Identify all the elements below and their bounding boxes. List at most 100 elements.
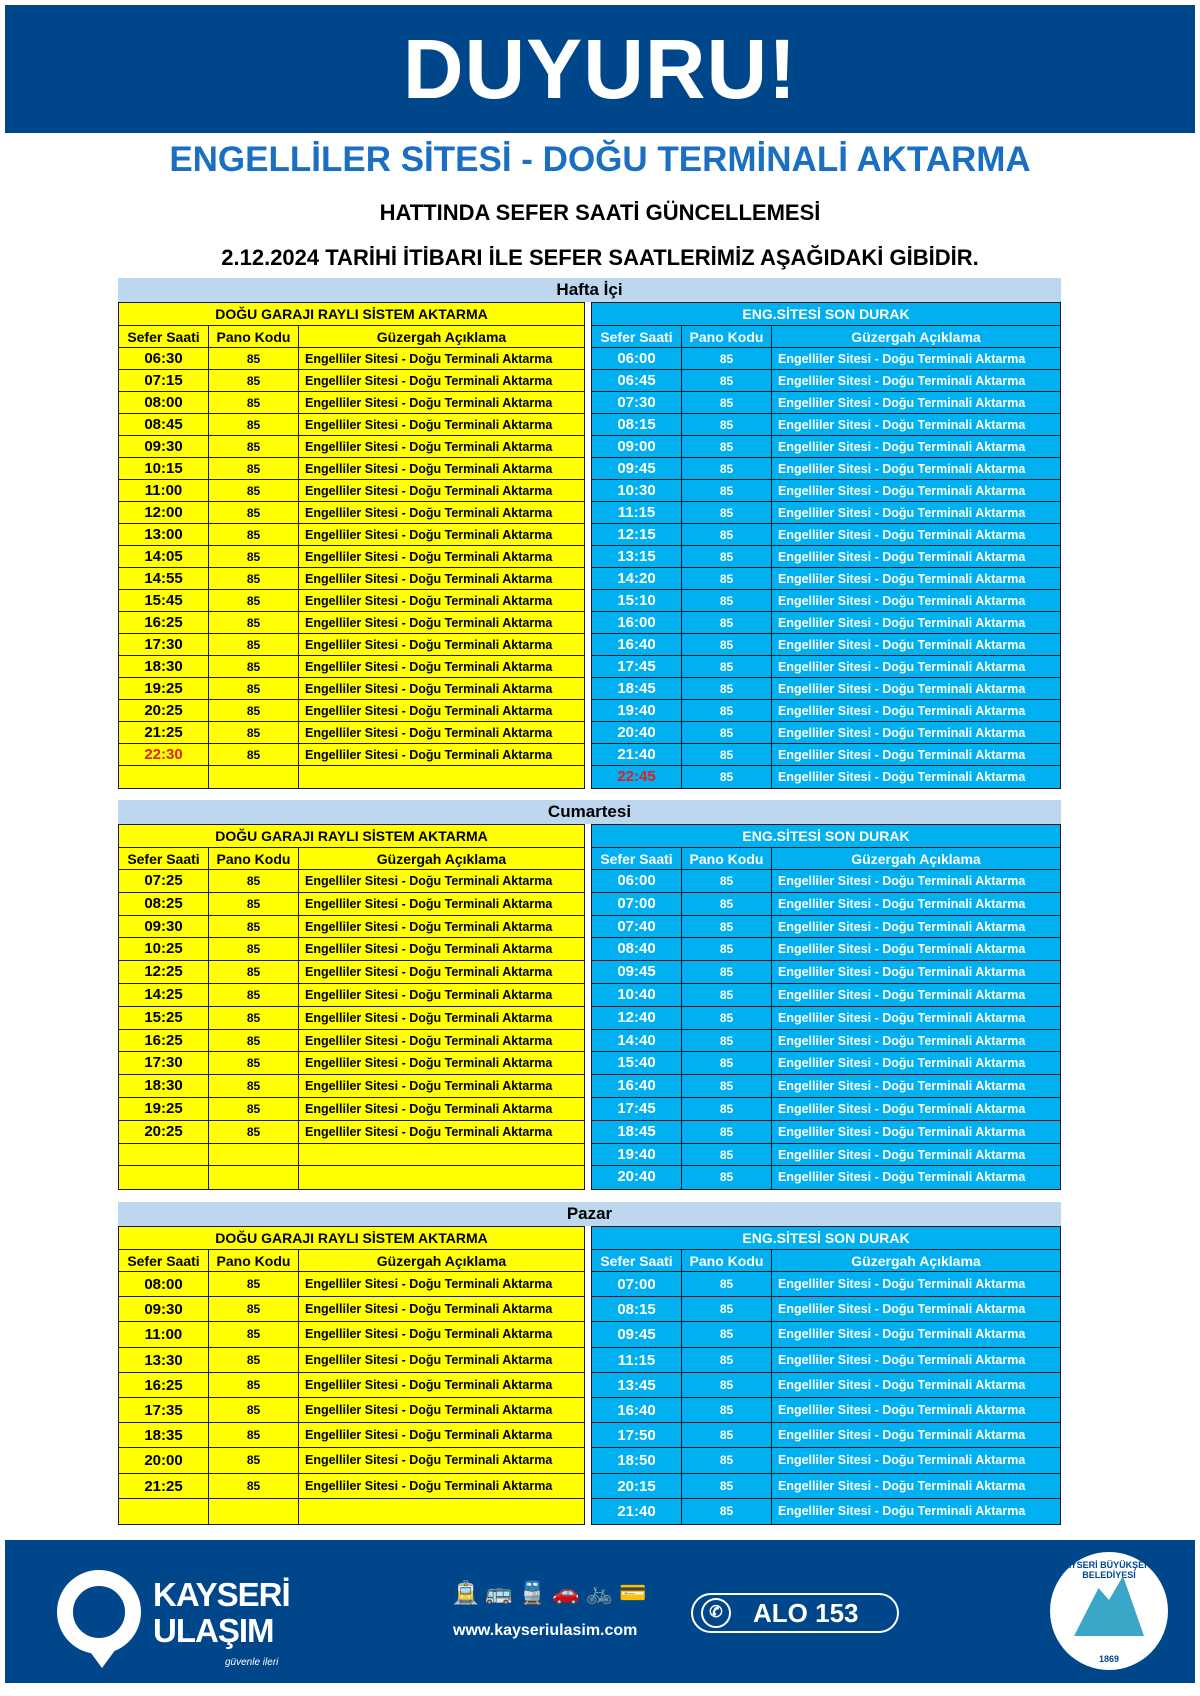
table-row: 08:25 85 Engelliler Sitesi - Doğu Terminal…: [119, 892, 584, 916]
col-header-time: Sefer Saati: [119, 1250, 209, 1271]
route-description: Engelliler Sitesi - Doğu Terminali Aktar…: [778, 987, 1026, 1002]
table-group-title: ENG.SİTESİ SON DURAK: [592, 1227, 1060, 1250]
table-row: [119, 1143, 584, 1167]
table-row: 09:00 85 Engelliler Sitesi - Doğu Terminal…: [592, 436, 1060, 458]
table-row: 17:30 85 Engelliler Sitesi - Doğu Terminal…: [119, 634, 584, 656]
route-description: Engelliler Sitesi - Doğu Terminali Aktar…: [305, 1010, 553, 1025]
route-description: Engelliler Sitesi - Doğu Terminali Aktar…: [778, 1101, 1026, 1116]
departure-time: 19:25: [119, 678, 209, 699]
departure-time: 10:25: [119, 938, 209, 961]
table-row: 08:00 85 Engelliler Sitesi - Doğu Terminal…: [119, 392, 584, 414]
hotline-text: ALO 153: [753, 1598, 859, 1628]
table-group-title: DOĞU GARAJI RAYLI SİSTEM AKTARMA: [119, 303, 584, 326]
route-code: 85: [209, 938, 299, 961]
col-header-time: Sefer Saati: [119, 326, 209, 347]
route-code: 85: [209, 1448, 299, 1473]
route-code: 85: [682, 414, 772, 435]
route-description: Engelliler Sitesi - Doğu Terminali Aktar…: [305, 942, 553, 957]
route-description: Engelliler Sitesi - Doğu Terminali Aktar…: [778, 942, 1026, 957]
route-code: 85: [682, 766, 772, 788]
departure-time: 10:30: [592, 480, 682, 501]
table-row: 16:40 85 Engelliler Sitesi - Doğu Terminal…: [592, 1075, 1060, 1098]
route-description: Engelliler Sitesi - Doğu Terminali Aktar…: [305, 1352, 553, 1367]
section-saturday: Cumartesi DOĞU GARAJI RAYLI SİSTEM AKTARM…: [118, 800, 1061, 1191]
route-code: 85: [209, 892, 299, 915]
route-description: Engelliler Sitesi - Doğu Terminali Aktar…: [778, 1056, 1026, 1071]
route-code: [209, 1166, 299, 1190]
departure-time: 15:45: [119, 590, 209, 611]
route-code: [209, 1143, 299, 1166]
route-description: Engelliler Sitesi - Doğu Terminali Aktar…: [778, 572, 1026, 586]
departure-time: 06:30: [119, 348, 209, 369]
column-header-row: Sefer Saati Pano Kodu Güzergah Açıklama: [119, 1250, 584, 1272]
table-row: 18:45 85 Engelliler Sitesi - Doğu Terminal…: [592, 1120, 1060, 1144]
table-row: 08:00 85 Engelliler Sitesi - Doğu Terminal…: [119, 1272, 584, 1298]
hotline-badge[interactable]: ✆ ALO 153: [691, 1593, 899, 1633]
route-description: Engelliler Sitesi - Doğu Terminali Aktar…: [778, 1124, 1026, 1139]
table-row: 17:35 85 Engelliler Sitesi - Doğu Terminal…: [119, 1397, 584, 1424]
route-description: Engelliler Sitesi - Doğu Terminali Aktar…: [778, 1170, 1026, 1185]
mountain-icon: [1074, 1576, 1144, 1636]
departure-time: 16:40: [592, 1397, 682, 1423]
route-description: Engelliler Sitesi - Doğu Terminali Aktar…: [778, 1402, 1026, 1417]
table-row: 21:25 85 Engelliler Sitesi - Doğu Terminal…: [119, 1473, 584, 1499]
route-description: Engelliler Sitesi - Doğu Terminali Aktar…: [305, 572, 553, 586]
departure-time: 08:40: [592, 938, 682, 961]
departure-time: 06:00: [592, 870, 682, 892]
departure-time: 17:30: [119, 1052, 209, 1075]
route-description: Engelliler Sitesi - Doğu Terminali Aktar…: [778, 704, 1026, 718]
route-code: 85: [682, 370, 772, 391]
route-code: 85: [209, 1272, 299, 1297]
route-description: Engelliler Sitesi - Doğu Terminali Aktar…: [305, 1101, 553, 1116]
table-row: 09:45 85 Engelliler Sitesi - Doğu Terminal…: [592, 458, 1060, 480]
route-code: 85: [682, 590, 772, 611]
route-code: 85: [682, 480, 772, 501]
table-row: 15:25 85 Engelliler Sitesi - Doğu Terminal…: [119, 1006, 584, 1030]
schedule-table-right: ENG.SİTESİ SON DURAK Sefer Saati Pano Kodu…: [591, 302, 1061, 789]
route-code: 85: [209, 678, 299, 699]
departure-time: 17:35: [119, 1397, 209, 1423]
table-group-title: ENG.SİTESİ SON DURAK: [592, 303, 1060, 326]
route-description: Engelliler Sitesi - Doğu Terminali Aktar…: [778, 965, 1026, 980]
departure-time: 09:30: [119, 436, 209, 457]
route-description: Engelliler Sitesi - Doğu Terminali Aktar…: [305, 374, 553, 388]
route-code: 85: [682, 1498, 772, 1524]
route-description: Engelliler Sitesi - Doğu Terminali Aktar…: [305, 484, 553, 498]
section-weekday: Hafta İçi DOĞU GARAJI RAYLI SİSTEM AKTARM…: [118, 278, 1061, 789]
route-code: 85: [209, 1372, 299, 1397]
route-description: Engelliler Sitesi - Doğu Terminali Aktar…: [778, 1010, 1026, 1025]
departure-time: 14:55: [119, 568, 209, 589]
tagline: güvenle ileri: [225, 1657, 279, 1668]
table-row: 17:50 85 Engelliler Sitesi - Doğu Terminal…: [592, 1423, 1060, 1449]
table-row: 17:45 85 Engelliler Sitesi - Doğu Terminal…: [592, 1097, 1060, 1121]
route-code: 85: [209, 656, 299, 677]
col-header-route: Güzergah Açıklama: [851, 329, 981, 345]
table-row: 12:25 85 Engelliler Sitesi - Doğu Terminal…: [119, 961, 584, 984]
table-row: 16:25 85 Engelliler Sitesi - Doğu Terminal…: [119, 612, 584, 634]
route-code: [209, 1498, 299, 1524]
route-title: ENGELLİLER SİTESİ - DOĞU TERMİNALİ AKTAR…: [169, 140, 1031, 179]
table-row: 16:25 85 Engelliler Sitesi - Doğu Terminal…: [119, 1372, 584, 1398]
route-code: 85: [209, 370, 299, 391]
table-row: 21:40 85 Engelliler Sitesi - Doğu Terminal…: [592, 744, 1060, 766]
route-description: Engelliler Sitesi - Doğu Terminali Aktar…: [778, 594, 1026, 608]
route-code: 85: [209, 961, 299, 983]
table-row: 12:00 85 Engelliler Sitesi - Doğu Terminal…: [119, 502, 584, 524]
route-description: Engelliler Sitesi - Doğu Terminali Aktar…: [778, 660, 1026, 674]
table-row: 09:30 85 Engelliler Sitesi - Doğu Terminal…: [119, 1297, 584, 1323]
table-group-title: ENG.SİTESİ SON DURAK: [592, 825, 1060, 848]
departure-time: 20:40: [592, 1166, 682, 1190]
route-description: Engelliler Sitesi - Doğu Terminali Aktar…: [778, 462, 1026, 476]
table-row: 18:50 85 Engelliler Sitesi - Doğu Terminal…: [592, 1448, 1060, 1474]
departure-time: 07:25: [119, 870, 209, 892]
departure-time: 13:45: [592, 1372, 682, 1397]
website-link[interactable]: www.kayseriulasim.com: [453, 1622, 638, 1639]
route-description: Engelliler Sitesi - Doğu Terminali Aktar…: [778, 1503, 1026, 1518]
table-row: 09:30 85 Engelliler Sitesi - Doğu Terminal…: [119, 436, 584, 458]
route-description: Engelliler Sitesi - Doğu Terminali Aktar…: [305, 1377, 553, 1392]
departure-time: 17:50: [592, 1423, 682, 1448]
departure-time: 20:40: [592, 722, 682, 743]
route-description: Engelliler Sitesi - Doğu Terminali Aktar…: [778, 919, 1026, 934]
route-code: 85: [209, 1029, 299, 1052]
route-description: Engelliler Sitesi - Doğu Terminali Aktar…: [778, 1033, 1026, 1048]
